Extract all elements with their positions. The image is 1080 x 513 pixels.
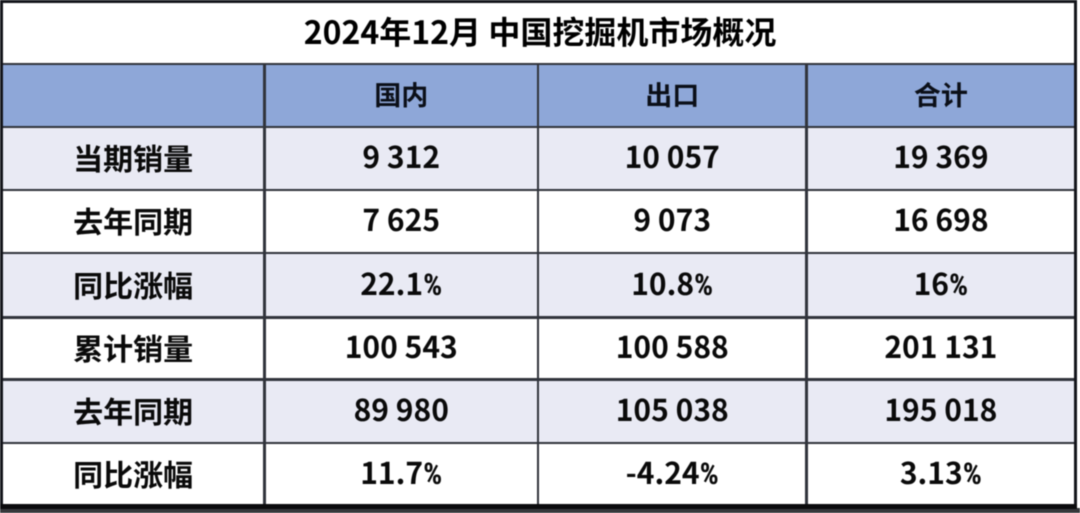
table-cell: 16% bbox=[807, 254, 1075, 317]
row-label: 去年同期 bbox=[3, 380, 264, 443]
cell-value: 19 369 bbox=[893, 140, 989, 176]
row-label-text: 去年同期 bbox=[73, 198, 194, 243]
row-label-text: 同比涨幅 bbox=[73, 450, 194, 495]
row-label-text: 累计销量 bbox=[73, 324, 194, 369]
cell-value: 89 980 bbox=[353, 393, 449, 429]
column-header-export: 出口 bbox=[539, 65, 806, 126]
cell-value: 201 131 bbox=[884, 330, 998, 366]
cell-value: 7 625 bbox=[362, 204, 441, 239]
table-cell: 100 543 bbox=[265, 318, 537, 379]
row-label: 去年同期 bbox=[3, 191, 264, 253]
row-label: 同比涨幅 bbox=[3, 254, 264, 317]
row-label: 当期销量 bbox=[3, 128, 264, 189]
cell-value: 3.13% bbox=[899, 456, 982, 492]
cell-value: 10.8% bbox=[631, 267, 714, 303]
table-cell: 7 625 bbox=[265, 191, 537, 253]
cell-value: 11.7% bbox=[360, 456, 443, 492]
table-cell: 10 057 bbox=[539, 128, 806, 189]
table-cell: 19 369 bbox=[807, 128, 1075, 189]
table-cell: 105 038 bbox=[539, 380, 806, 443]
table-cell: 16 698 bbox=[807, 191, 1075, 253]
corner-cell bbox=[3, 65, 264, 126]
table-cell: 22.1% bbox=[265, 254, 537, 317]
bottom-strip bbox=[0, 508, 1080, 513]
cell-value: 100 543 bbox=[344, 330, 458, 366]
cell-value: 10 057 bbox=[624, 140, 720, 176]
table-title-text: 2024年12月 中国挖掘机市场概况 bbox=[303, 7, 777, 54]
table-title: 2024年12月 中国挖掘机市场概况 bbox=[3, 3, 1075, 64]
column-header-label: 合计 bbox=[913, 74, 968, 114]
cell-value: 22.1% bbox=[360, 267, 443, 303]
table-cell: 3.13% bbox=[807, 444, 1075, 505]
column-header-total: 合计 bbox=[807, 65, 1075, 126]
cell-value: 16 698 bbox=[893, 204, 989, 239]
cell-value: 9 073 bbox=[633, 204, 712, 239]
table-cell: -4.24% bbox=[539, 444, 806, 505]
row-label: 累计销量 bbox=[3, 318, 264, 379]
table-bottom-border bbox=[0, 504, 1078, 509]
table-cell: 89 980 bbox=[265, 380, 537, 443]
table-cell: 10.8% bbox=[539, 254, 806, 317]
cell-value: 9 312 bbox=[362, 140, 441, 176]
column-header-label: 国内 bbox=[374, 74, 429, 114]
table-cell: 11.7% bbox=[265, 444, 537, 505]
table-cell: 100 588 bbox=[539, 318, 806, 379]
table-cell: 9 312 bbox=[265, 128, 537, 189]
cell-value: 195 018 bbox=[884, 393, 998, 429]
row-label-text: 同比涨幅 bbox=[73, 261, 194, 306]
row-label-text: 当期销量 bbox=[73, 134, 194, 179]
column-header-label: 出口 bbox=[645, 74, 700, 114]
table-cell: 9 073 bbox=[539, 191, 806, 253]
row-label: 同比涨幅 bbox=[3, 444, 264, 505]
row-label-text: 去年同期 bbox=[73, 387, 194, 432]
column-header-domestic: 国内 bbox=[265, 65, 537, 126]
table-cell: 201 131 bbox=[807, 318, 1075, 379]
cell-value: 105 038 bbox=[615, 393, 729, 429]
cell-value: 100 588 bbox=[615, 330, 729, 366]
cell-value: 16% bbox=[913, 267, 969, 303]
table-cell: 195 018 bbox=[807, 380, 1075, 443]
cell-value: -4.24% bbox=[625, 456, 719, 492]
